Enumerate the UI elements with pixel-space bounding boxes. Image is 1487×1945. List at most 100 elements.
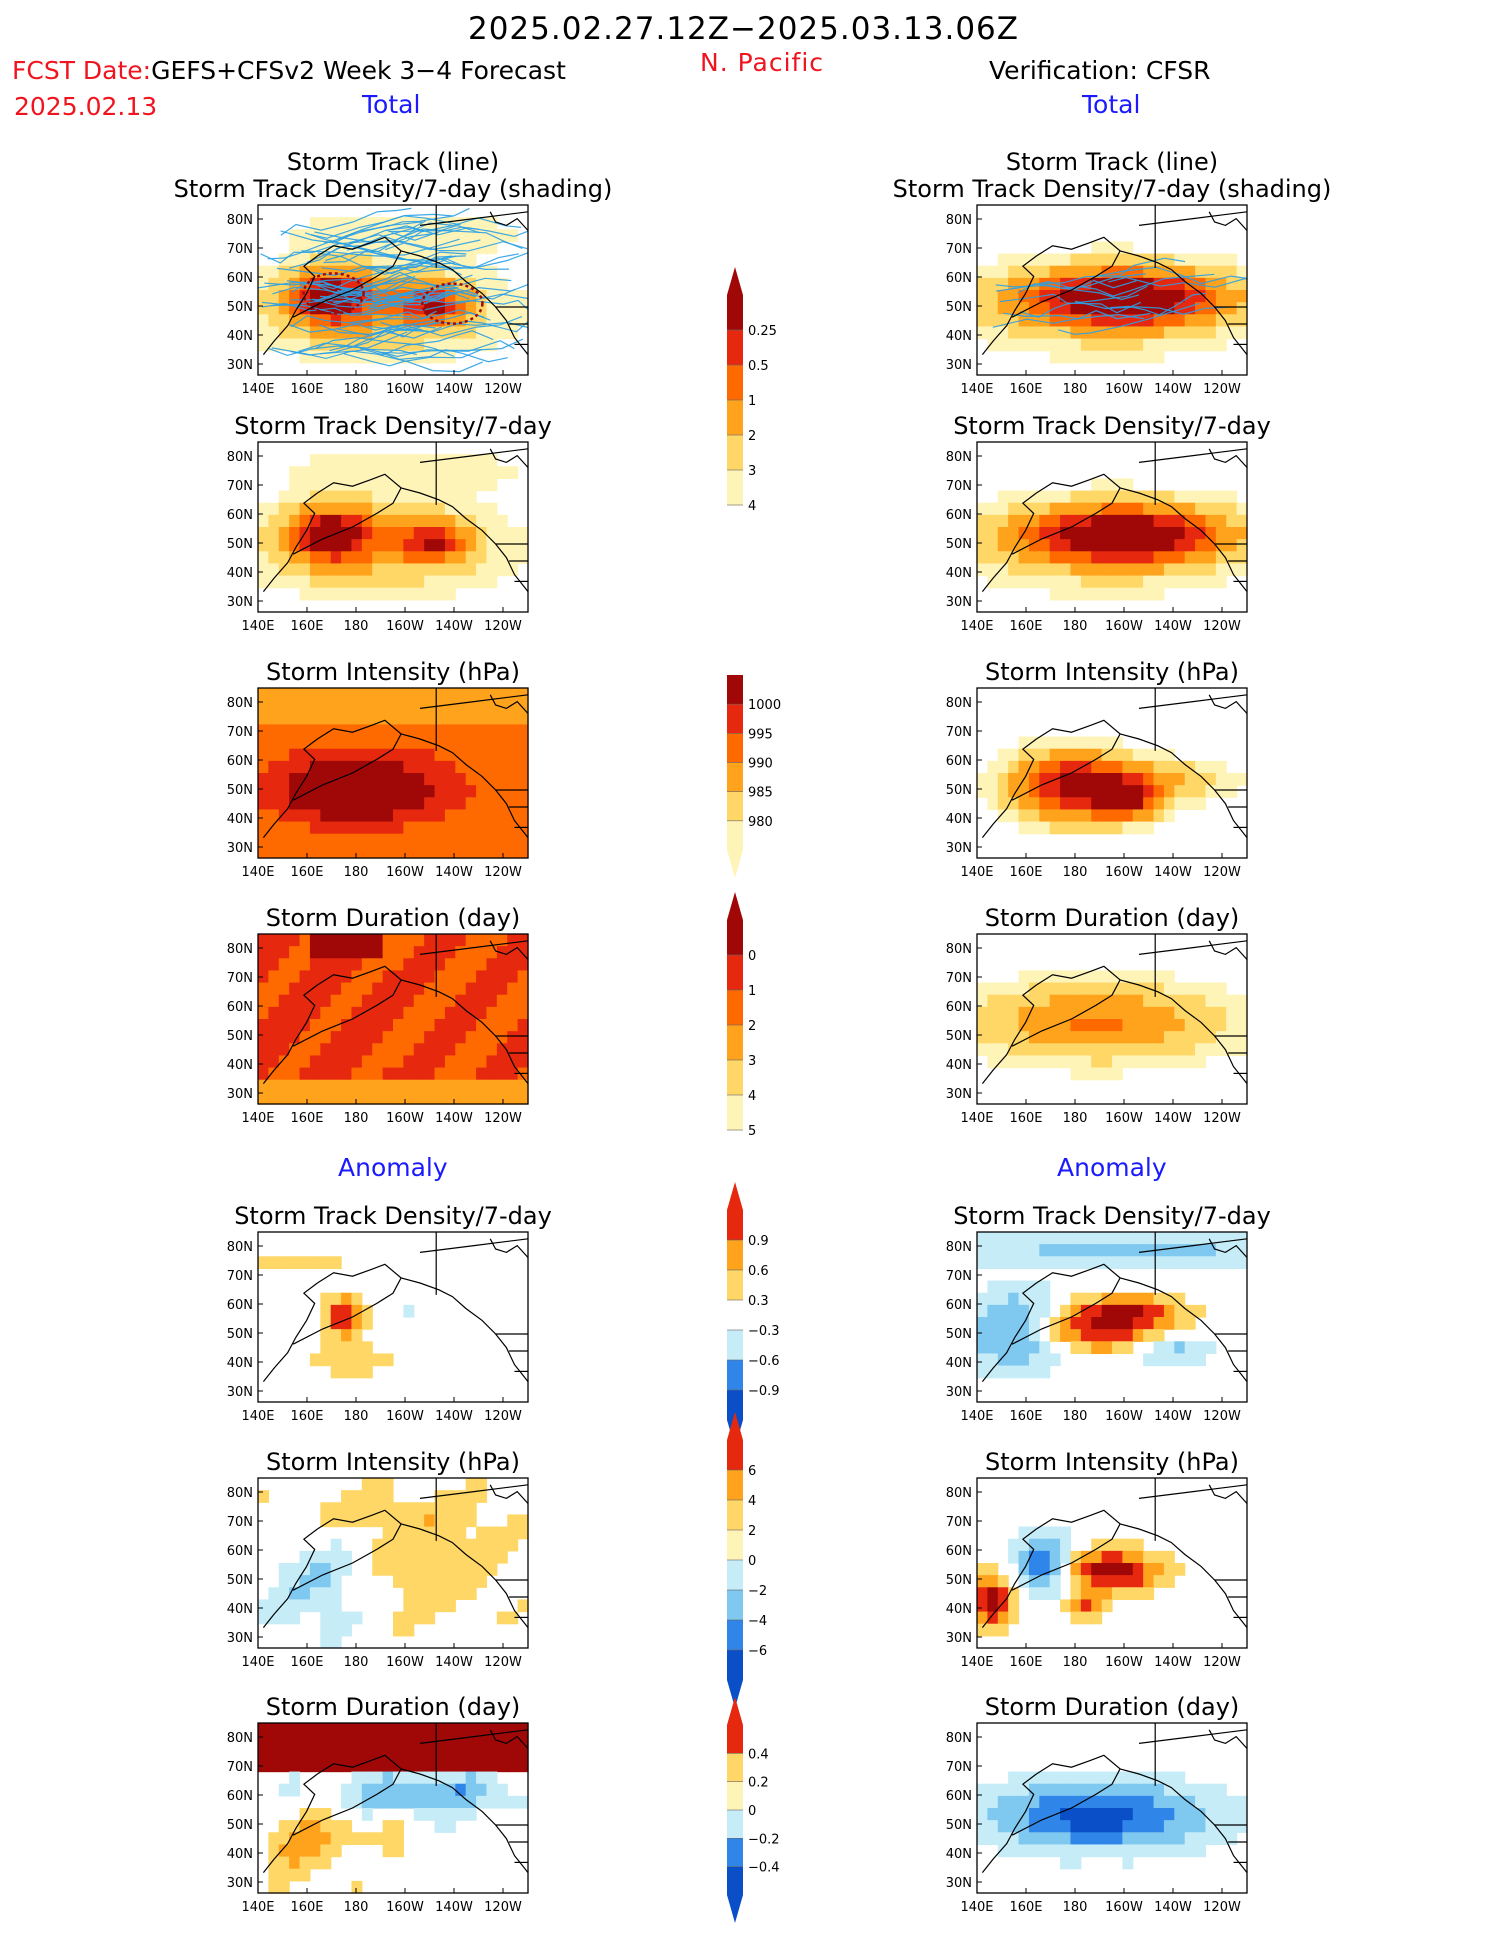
forecast-anomaly-density-cell [320,1329,332,1342]
forecast-total-intensity-cell [372,724,384,738]
forecast-anomaly-duration-cell [341,1820,353,1833]
forecast-total-track-cell [476,217,488,230]
verification-total-density-cell [997,575,1009,589]
verification-total-density-cell [1080,527,1092,540]
forecast-anomaly-duration-cell [330,1735,342,1748]
verification-total-intensity-cell [1174,797,1186,811]
verification-anomaly-duration-cell [1101,1771,1113,1785]
forecast-total-intensity-cell [258,760,269,774]
verification-total-track-cell [1153,338,1165,352]
verification-total-duration-cell [1091,982,1103,996]
verification-total-intensity-cell [1080,809,1092,823]
forecast-total-intensity-cell [309,797,321,811]
forecast-total-density-cell [455,502,467,516]
verification-anomaly-intensity-cell [1091,1563,1103,1576]
verification-total-duration-cell [1060,1019,1072,1032]
forecast-total-intensity-cell [268,688,280,701]
verification-total-duration-cell [1060,1031,1072,1044]
forecast-total-intensity-cell [382,700,394,713]
forecast-total-duration-cell [320,946,332,959]
forecast-total-intensity-cell [341,773,353,786]
verification-anomaly-duration-cell [1018,1844,1030,1858]
forecast-total-intensity-cell [341,748,353,762]
forecast-total-track-colorbar-segment [727,365,743,401]
forecast-total-intensity-cell [476,821,488,835]
forecast-total-duration-cell [309,1006,321,1020]
verification-anomaly-density-coastline [1011,1263,1121,1345]
forecast-total-duration-cell [434,1091,446,1105]
verification-anomaly-density-cell [1153,1244,1165,1257]
forecast-anomaly-intensity-cell [309,1599,321,1613]
verification-label: Verification: CFSR [989,56,1211,85]
forecast-total-intensity-cell [299,809,311,823]
verification-total-density-cell [1080,563,1092,577]
forecast-total-duration-cell [299,1067,311,1081]
forecast-anomaly-intensity-coastline [262,1528,318,1628]
verification-total-track-cell [1049,253,1061,267]
verification-total-duration-frame [976,933,1248,1105]
verification-total-density-cell [1028,551,1040,565]
forecast-anomaly-duration-cell [299,1735,311,1748]
forecast-total-intensity-cell [486,712,498,726]
forecast-total-intensity-cell [465,809,477,823]
forecast-total-intensity-cell [258,785,269,798]
verification-total-duration-cell [1039,1006,1051,1020]
forecast-total-duration-cell [258,1006,269,1020]
verification-anomaly-duration-x-tick-label: 160W [1105,1900,1143,1915]
verification-total-density-cell [987,539,999,552]
verification-total-density-cell [1226,514,1238,528]
verification-total-density-cell [1091,587,1103,601]
forecast-total-intensity-cell [424,748,436,762]
verification-total-duration-cell [1008,1031,1020,1044]
verification-total-density-cell [1112,551,1123,565]
verification-anomaly-duration-cell [1008,1820,1020,1833]
forecast-total-intensity-cell [351,712,363,726]
verification-anomaly-density-cell [987,1317,999,1330]
forecast-total-track-cell [517,302,529,315]
verification-total-density-cell [997,539,1009,552]
verification-anomaly-density-cell [1080,1329,1092,1342]
verification-total-track-x-tick-label: 160E [1009,382,1042,397]
forecast-anomaly-intensity-cell [434,1550,446,1564]
forecast-total-duration-cell [496,958,508,972]
verification-total-track-cell [1215,302,1227,315]
verification-anomaly-density-cell [1184,1232,1196,1245]
verification-total-density-cell [1122,514,1134,528]
forecast-anomaly-density-cell [320,1317,332,1330]
forecast-total-duration-cell [434,982,446,996]
forecast-total-duration-y-tick-label: 30N [227,1087,253,1102]
forecast-total-duration-cell [309,970,321,984]
forecast-total-intensity-cell [403,797,415,811]
verification-anomaly-duration-cell [1153,1771,1165,1785]
verification-total-density-cell [1049,551,1061,565]
forecast-anomaly-density-y-tick-label: 70N [227,1269,253,1284]
forecast-total-intensity-cell [382,712,394,726]
forecast-anomaly-intensity-cell [403,1623,415,1637]
verification-total-density-cell [1008,551,1020,565]
forecast-anomaly-duration-cell [517,1795,529,1809]
verification-total-intensity-cell [1112,736,1123,750]
verification-total-density-cell [1153,527,1165,540]
verification-total-duration-cell [1028,1043,1040,1057]
verification-anomaly-intensity-cell [1122,1538,1134,1552]
forecast-anomaly-intensity-cell [444,1563,456,1576]
forecast-total-density-cell [268,575,280,589]
forecast-anomaly-duration-cell [434,1759,446,1773]
verification-total-duration-x-tick-label: 160W [1105,1111,1143,1126]
verification-total-density-coastline [1011,473,1121,555]
verification-anomaly-density-cell [987,1353,999,1367]
verification-total-duration-cell [1195,994,1207,1008]
forecast-total-density-y-tick-label: 40N [227,566,253,581]
forecast-anomaly-intensity-colorbar-segment [727,1620,743,1651]
verification-total-track-cell [1236,326,1248,340]
verification-total-track-cell [1091,326,1103,340]
forecast-total-intensity-cell [486,736,498,750]
verification-total-duration-cell [1112,1019,1123,1032]
forecast-total-density-cell [278,551,290,565]
forecast-total-density-cell [434,551,446,565]
forecast-total-intensity-cell [382,760,394,774]
verification-anomaly-density-cell [977,1292,988,1306]
forecast-total-track-cell [403,350,415,364]
forecast-total-duration-cell [434,1055,446,1069]
